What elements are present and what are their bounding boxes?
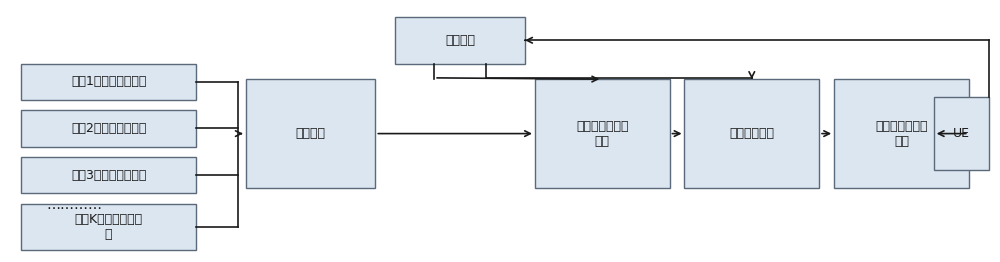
Text: …………: ………… (46, 198, 102, 212)
FancyBboxPatch shape (21, 64, 196, 100)
Text: 下行调度优先级
计算: 下行调度优先级 计算 (875, 119, 928, 148)
FancyBboxPatch shape (21, 110, 196, 146)
FancyBboxPatch shape (246, 79, 375, 188)
Text: 下行调度优先级
计算: 下行调度优先级 计算 (576, 119, 628, 148)
Text: 用户3的业务缓冲队列: 用户3的业务缓冲队列 (71, 168, 146, 182)
Text: 用户分类: 用户分类 (296, 127, 326, 140)
FancyBboxPatch shape (834, 79, 969, 188)
FancyBboxPatch shape (21, 204, 196, 250)
Text: 下行信道分配: 下行信道分配 (729, 127, 774, 140)
FancyBboxPatch shape (535, 79, 670, 188)
Text: 用户2的业务缓冲队列: 用户2的业务缓冲队列 (71, 122, 146, 135)
Text: UE: UE (953, 127, 970, 140)
Text: 信道估计: 信道估计 (445, 34, 475, 47)
FancyBboxPatch shape (21, 157, 196, 193)
FancyBboxPatch shape (395, 17, 525, 64)
FancyBboxPatch shape (934, 97, 989, 170)
Text: 用户1的业务缓冲队列: 用户1的业务缓冲队列 (71, 75, 146, 88)
FancyBboxPatch shape (684, 79, 819, 188)
Text: 用户K的业务缓冲队
列: 用户K的业务缓冲队 列 (75, 213, 143, 241)
